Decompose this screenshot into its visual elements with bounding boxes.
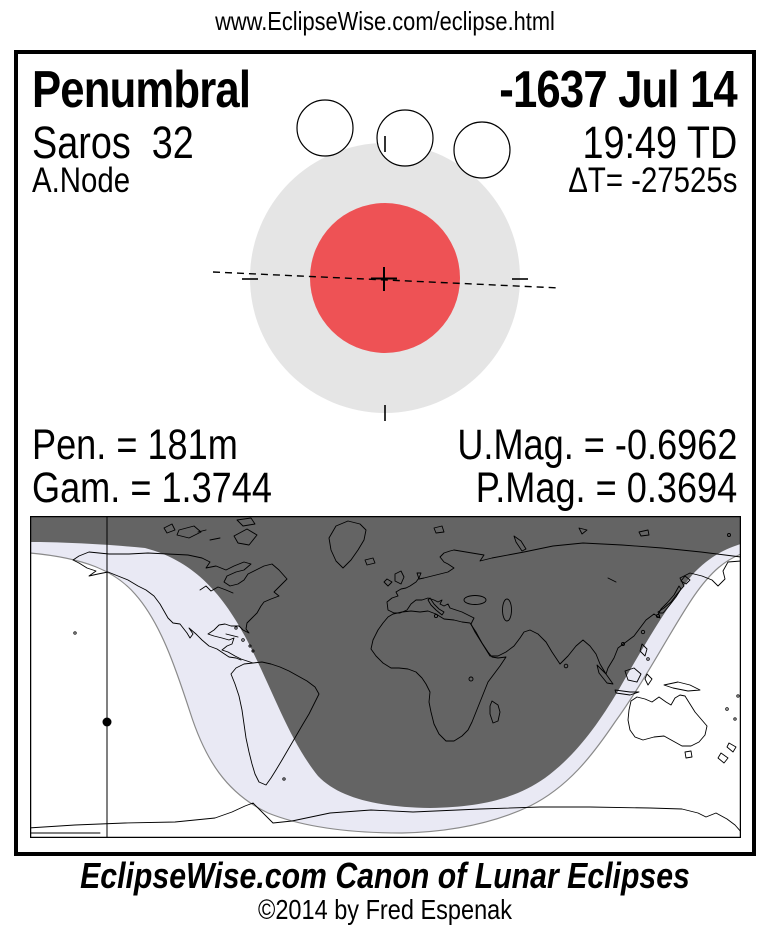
map-full-visibility-zone — [30, 516, 741, 808]
saros-label: Saros 32 — [32, 117, 194, 168]
moon-zenith-point — [102, 717, 112, 727]
map-penumbral-contact-curve — [30, 552, 741, 834]
page-url-text: www.EclipseWise.com/eclipse.html — [215, 6, 555, 36]
umbral-magnitude: U.Mag. = -0.6962 — [456, 421, 737, 469]
visibility-world-map — [30, 516, 741, 838]
canon-title: EclipseWise.com Canon of Lunar Eclipses — [80, 855, 690, 896]
penumbral-duration: Pen. = 181m — [32, 421, 238, 469]
copyright-line: ©2014 by Fred Espenak — [258, 894, 512, 925]
greatest-eclipse-time: 19:49 TD — [582, 117, 737, 168]
gamma-value: Gam. = 1.3744 — [32, 464, 272, 512]
eclipse-date: -1637 Jul 14 — [499, 61, 737, 119]
eclipse-type-label: Penumbral — [32, 61, 251, 119]
penumbral-magnitude: P.Mag. = 0.3694 — [475, 464, 737, 512]
delta-t-value: ΔT= -27525s — [567, 161, 737, 200]
map-border — [30, 516, 741, 838]
node-label: A.Node — [32, 161, 131, 200]
coastlines — [30, 517, 741, 834]
